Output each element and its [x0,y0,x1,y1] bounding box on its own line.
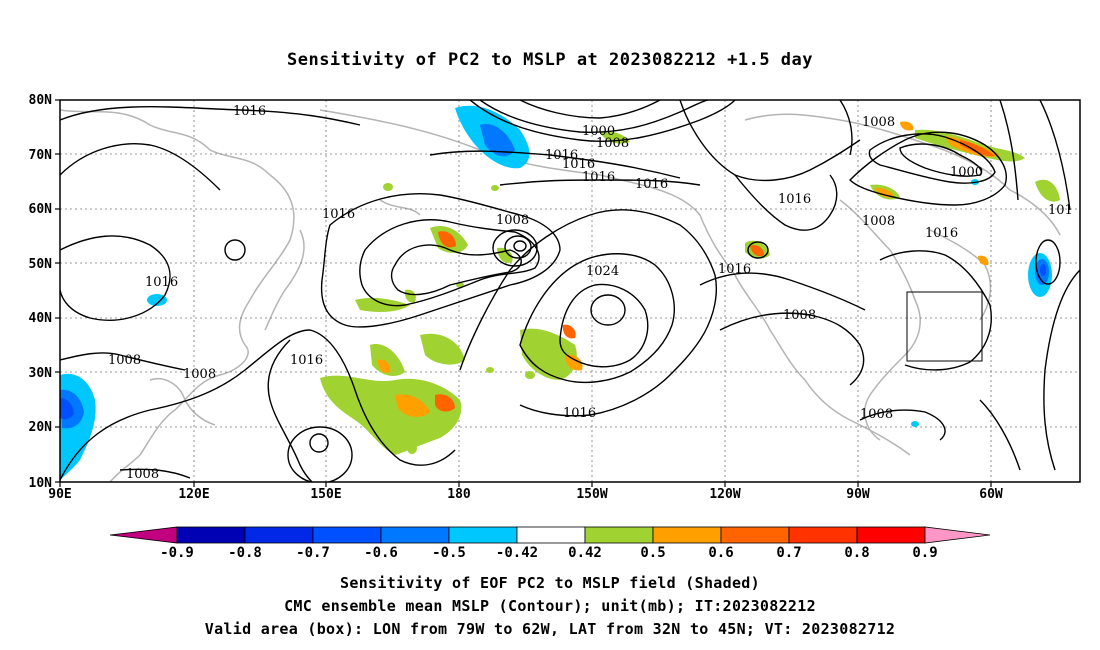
colorbar [109,526,991,544]
colorbar-box [720,526,790,544]
colorbar-tick-label: 0.7 [776,545,801,561]
lat-label: 10N [29,476,53,491]
contour-label: 1016 [778,192,811,207]
contour-label: 1016 [233,104,266,119]
lat-label: 60N [29,202,53,217]
contour-label: 1016 [290,353,323,368]
contour-label: 1016 [635,177,668,192]
caption-shading: Sensitivity of EOF PC2 to MSLP field (Sh… [340,574,760,592]
lat-label: 80N [29,93,53,108]
colorbar-tick-label: 0.5 [640,545,665,561]
lon-label: 180 [447,487,471,502]
colorbar-tick-label: 0.42 [568,545,602,561]
colorbar-box [176,526,246,544]
lat-label: 30N [29,366,53,381]
colorbar-box [448,526,518,544]
longitude-labels: 90E 120E 150E 180 150W 120W 90W 60W [48,487,1003,502]
contour-label: 1008 [860,407,893,422]
colorbar-box [516,526,586,544]
lon-label: 150W [576,487,607,502]
colorbar-box [856,526,926,544]
contour-label: 1000 [950,165,983,180]
lon-label: 90W [846,487,870,502]
colorbar-tick-label: 0.6 [708,545,733,561]
colorbar-box [312,526,382,544]
lat-label: 20N [29,420,53,435]
colorbar-box [788,526,858,544]
lon-label: 120W [709,487,740,502]
contour-label: 1016 [562,157,595,172]
contour-label: 1008 [596,136,629,151]
contour-label: 1016 [322,207,355,222]
contour-label: 1016 [582,170,615,185]
colorbar-tick-label: 0.8 [844,545,869,561]
contour-label: 1008 [108,353,141,368]
contour-labels: 1016 1000 1008 1016 1016 1016 1016 1008 … [108,104,1073,482]
lon-label: 60W [979,487,1003,502]
chart-title: Sensitivity of PC2 to MSLP at 2023082212… [286,50,813,70]
colorbar-left-arrow [109,526,178,544]
colorbar-box [244,526,314,544]
lat-label: 50N [29,257,53,272]
lon-label: 150E [310,487,341,502]
contour-label: 1008 [862,214,895,229]
lon-label: 90E [48,487,71,502]
positive-patch-central-pacific [320,375,462,455]
colorbar-tick-label: -0.7 [296,545,330,561]
contour-label: 1016 [718,262,751,277]
caption-contour: CMC ensemble mean MSLP (Contour); unit(m… [284,597,816,615]
map-frame [59,99,1081,483]
contour-label: 101 [1048,203,1073,218]
colorbar-box [380,526,450,544]
colorbar-box [652,526,722,544]
contour-label: 1008 [783,308,816,323]
latitude-labels: 80N 70N 60N 50N 40N 30N 20N 10N [29,93,53,491]
colorbar-tick-label: -0.8 [228,545,262,561]
contour-label: 1016 [925,226,958,241]
contour-label: 1008 [183,367,216,382]
contour-label: 1000 [582,124,615,139]
colorbar-tick-labels: -0.9 -0.8 -0.7 -0.6 -0.5 -0.42 0.42 0.5 0.6 0.7 0.… [160,545,938,561]
contour-label: 1008 [862,115,895,130]
axis-ticks [55,99,992,487]
colorbar-tick-label: -0.42 [496,545,538,561]
colorbar-tick-label: -0.5 [432,545,466,561]
colorbar-tick-label: -0.6 [364,545,398,561]
colorbar-box [584,526,654,544]
contour-label: 1016 [145,275,178,290]
contour-label: 1008 [496,213,529,228]
lon-label: 120E [178,487,209,502]
valid-area-box [906,291,983,362]
contour-label: 1008 [126,467,159,482]
contour-label: 1024 [586,264,619,279]
lat-label: 70N [29,148,53,163]
lat-label: 40N [29,311,53,326]
colorbar-right-arrow [924,526,991,544]
coastlines [60,109,1061,482]
contour-label: 1016 [545,148,578,163]
colorbar-tick-label: -0.9 [160,545,194,561]
contour-label: 1016 [563,406,596,421]
mslp-contours [60,100,1080,482]
colorbar-tick-label: 0.9 [912,545,937,561]
caption-valid-area: Valid area (box): LON from 79W to 62W, L… [204,620,896,638]
